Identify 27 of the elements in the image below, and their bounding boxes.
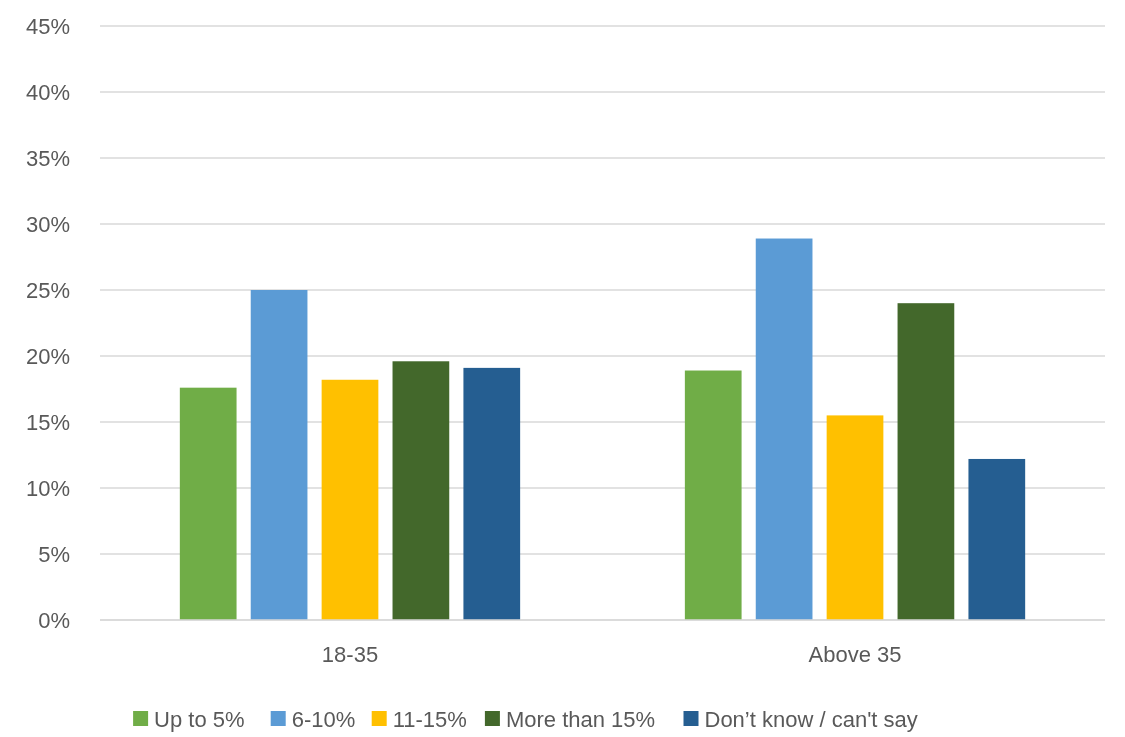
y-tick-label: 0%	[38, 607, 70, 633]
y-tick-label: 10%	[25, 475, 70, 501]
bar	[250, 290, 308, 620]
y-tick-label: 20%	[25, 343, 70, 369]
x-tick-label: 18-35	[321, 642, 379, 667]
y-tick-label: 25%	[25, 277, 70, 303]
legend-label: 6-10%	[291, 706, 356, 732]
legend-label: Don’t know / can't say	[704, 706, 918, 732]
y-tick-label: 35%	[25, 145, 70, 171]
bar	[321, 379, 379, 620]
bar	[968, 458, 1026, 620]
y-tick-label: 30%	[25, 211, 70, 237]
x-tick-label: Above 35	[808, 642, 902, 667]
y-tick-label: 5%	[38, 541, 70, 567]
bar	[826, 415, 884, 620]
bar	[179, 387, 237, 620]
bar	[463, 367, 521, 620]
y-tick-label: 15%	[25, 409, 70, 435]
legend-label: 11-15%	[392, 706, 467, 732]
bar	[755, 238, 813, 620]
bar	[392, 361, 450, 620]
bar	[897, 303, 955, 620]
y-tick-label: 45%	[25, 13, 70, 39]
legend-label: Up to 5%	[154, 706, 245, 732]
y-tick-label: 40%	[25, 79, 70, 105]
bar	[684, 370, 742, 620]
legend-label: More than 15%	[505, 706, 656, 732]
